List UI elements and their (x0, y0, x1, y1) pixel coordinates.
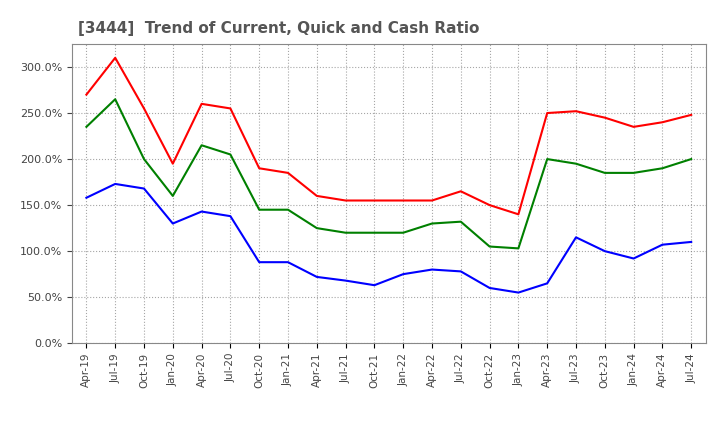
Quick Ratio (370, 230, 379, 235)
Current Ratio (428, 198, 436, 203)
Cash Ratio (370, 282, 379, 288)
Cash Ratio (168, 221, 177, 226)
Current Ratio (284, 170, 292, 176)
Quick Ratio (140, 157, 148, 162)
Quick Ratio (82, 124, 91, 129)
Cash Ratio (111, 181, 120, 187)
Quick Ratio (543, 157, 552, 162)
Current Ratio (111, 55, 120, 60)
Quick Ratio (255, 207, 264, 213)
Current Ratio (485, 202, 494, 208)
Cash Ratio (456, 269, 465, 274)
Current Ratio (312, 193, 321, 198)
Cash Ratio (572, 235, 580, 240)
Quick Ratio (687, 157, 696, 162)
Quick Ratio (428, 221, 436, 226)
Current Ratio (572, 109, 580, 114)
Current Ratio (514, 212, 523, 217)
Quick Ratio (485, 244, 494, 249)
Quick Ratio (284, 207, 292, 213)
Cash Ratio (226, 213, 235, 219)
Quick Ratio (197, 143, 206, 148)
Cash Ratio (312, 274, 321, 279)
Line: Current Ratio: Current Ratio (86, 58, 691, 214)
Current Ratio (255, 165, 264, 171)
Cash Ratio (428, 267, 436, 272)
Text: [3444]  Trend of Current, Quick and Cash Ratio: [3444] Trend of Current, Quick and Cash … (78, 21, 480, 36)
Quick Ratio (341, 230, 350, 235)
Current Ratio (687, 112, 696, 117)
Current Ratio (456, 189, 465, 194)
Cash Ratio (399, 271, 408, 277)
Cash Ratio (514, 290, 523, 295)
Cash Ratio (341, 278, 350, 283)
Quick Ratio (226, 152, 235, 157)
Current Ratio (226, 106, 235, 111)
Current Ratio (543, 110, 552, 116)
Current Ratio (341, 198, 350, 203)
Quick Ratio (572, 161, 580, 166)
Current Ratio (82, 92, 91, 97)
Cash Ratio (687, 239, 696, 245)
Current Ratio (629, 124, 638, 129)
Cash Ratio (629, 256, 638, 261)
Current Ratio (370, 198, 379, 203)
Quick Ratio (312, 225, 321, 231)
Quick Ratio (514, 246, 523, 251)
Line: Cash Ratio: Cash Ratio (86, 184, 691, 293)
Current Ratio (658, 120, 667, 125)
Cash Ratio (485, 285, 494, 290)
Quick Ratio (600, 170, 609, 176)
Quick Ratio (629, 170, 638, 176)
Cash Ratio (255, 260, 264, 265)
Line: Quick Ratio: Quick Ratio (86, 99, 691, 248)
Quick Ratio (658, 165, 667, 171)
Quick Ratio (111, 97, 120, 102)
Cash Ratio (543, 281, 552, 286)
Current Ratio (600, 115, 609, 120)
Current Ratio (168, 161, 177, 166)
Cash Ratio (82, 195, 91, 200)
Current Ratio (399, 198, 408, 203)
Current Ratio (140, 106, 148, 111)
Current Ratio (197, 101, 206, 106)
Cash Ratio (197, 209, 206, 214)
Cash Ratio (140, 186, 148, 191)
Cash Ratio (600, 249, 609, 254)
Quick Ratio (456, 219, 465, 224)
Cash Ratio (658, 242, 667, 247)
Quick Ratio (399, 230, 408, 235)
Quick Ratio (168, 193, 177, 198)
Cash Ratio (284, 260, 292, 265)
